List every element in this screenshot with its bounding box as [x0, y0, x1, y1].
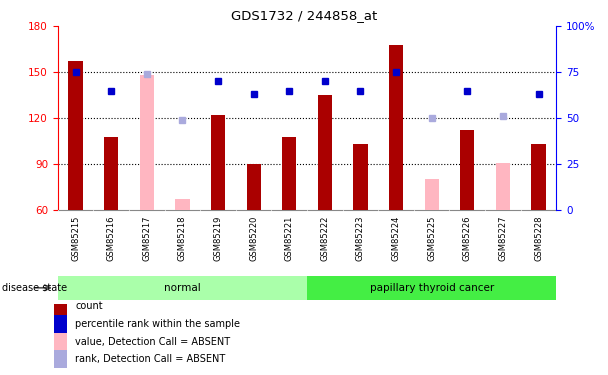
- Text: GSM85226: GSM85226: [463, 215, 472, 261]
- Text: papillary thyroid cancer: papillary thyroid cancer: [370, 283, 494, 293]
- Text: count: count: [75, 302, 103, 311]
- Bar: [140, 75, 154, 210]
- Text: GSM85221: GSM85221: [285, 215, 294, 261]
- Text: normal: normal: [164, 283, 201, 293]
- Text: GSM85220: GSM85220: [249, 215, 258, 261]
- Bar: [496, 162, 510, 210]
- Bar: [460, 130, 474, 210]
- Text: GSM85219: GSM85219: [213, 215, 223, 261]
- Bar: [54, 350, 67, 368]
- Text: GSM85228: GSM85228: [534, 215, 543, 261]
- Bar: [175, 199, 190, 210]
- Text: GSM85215: GSM85215: [71, 215, 80, 261]
- Text: GDS1732 / 244858_at: GDS1732 / 244858_at: [231, 9, 377, 22]
- Bar: [531, 144, 545, 210]
- Bar: [246, 164, 261, 210]
- Bar: [282, 136, 296, 210]
- Text: GSM85227: GSM85227: [499, 215, 508, 261]
- Text: GSM85224: GSM85224: [392, 215, 401, 261]
- Bar: [54, 297, 67, 316]
- Bar: [318, 95, 332, 210]
- Bar: [353, 144, 368, 210]
- Text: value, Detection Call = ABSENT: value, Detection Call = ABSENT: [75, 337, 230, 347]
- Text: GSM85218: GSM85218: [178, 215, 187, 261]
- Text: GSM85223: GSM85223: [356, 215, 365, 261]
- Bar: [69, 62, 83, 210]
- Bar: [389, 45, 403, 210]
- Text: GSM85222: GSM85222: [320, 215, 330, 261]
- Bar: [58, 276, 307, 300]
- Bar: [211, 115, 225, 210]
- Text: GSM85225: GSM85225: [427, 215, 436, 261]
- Text: rank, Detection Call = ABSENT: rank, Detection Call = ABSENT: [75, 354, 226, 364]
- Bar: [104, 136, 119, 210]
- Text: percentile rank within the sample: percentile rank within the sample: [75, 319, 240, 329]
- Bar: [307, 276, 556, 300]
- Text: GSM85217: GSM85217: [142, 215, 151, 261]
- Text: GSM85216: GSM85216: [106, 215, 116, 261]
- Bar: [54, 315, 67, 333]
- Bar: [424, 179, 439, 210]
- Bar: [54, 333, 67, 351]
- Text: disease state: disease state: [2, 283, 67, 293]
